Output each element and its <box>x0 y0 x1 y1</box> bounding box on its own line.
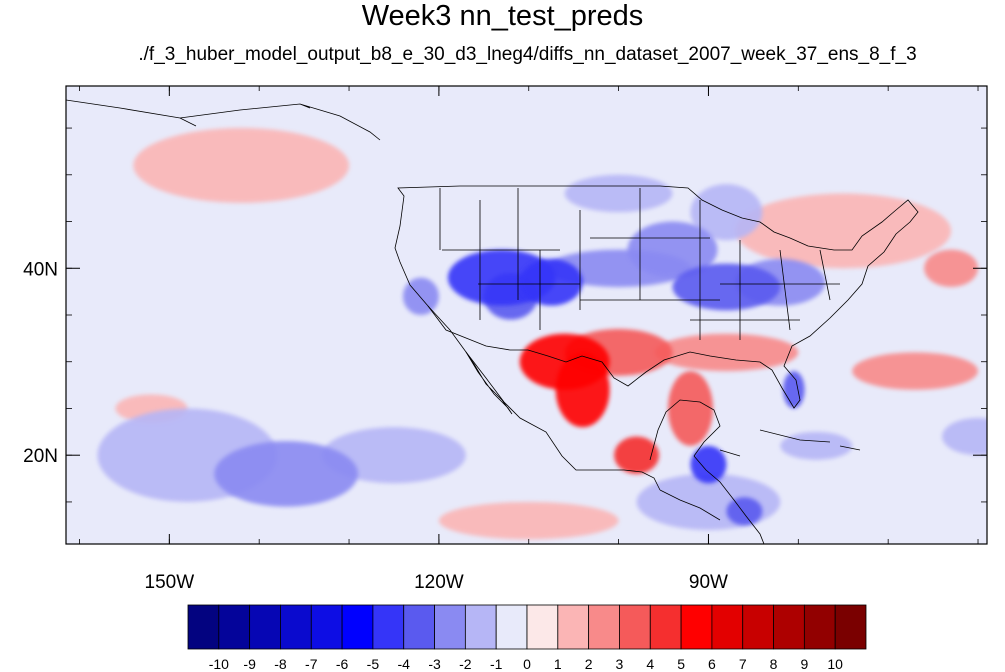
colorbar-label: 9 <box>800 656 808 672</box>
anomaly-region <box>438 501 619 540</box>
colorbar-swatch <box>588 604 620 650</box>
colorbar-swatch <box>773 604 805 650</box>
colorbar-swatch <box>649 604 682 650</box>
lon-tick-label: 150W <box>145 572 195 593</box>
colorbar-label: -10 <box>209 656 229 672</box>
lon-tick-label: 120W <box>414 572 464 593</box>
colorbar-swatch <box>187 604 220 650</box>
colorbar-label: -4 <box>398 656 411 672</box>
colorbar-label: 1 <box>554 656 562 672</box>
colorbar-label: 3 <box>616 656 624 672</box>
anomaly-region <box>654 333 799 372</box>
anomaly-region <box>614 436 660 474</box>
anomaly-field <box>97 128 987 540</box>
lat-tick-label: 40N <box>23 259 58 280</box>
alaska-coast <box>66 99 381 141</box>
colorbar-swatch <box>834 604 867 650</box>
anomaly-region <box>780 431 853 460</box>
anomaly-region <box>852 352 979 390</box>
anomaly-region <box>133 128 350 203</box>
colorbar-label: -8 <box>274 656 287 672</box>
anomaly-region <box>783 371 805 409</box>
anomaly-region <box>726 497 763 526</box>
anomaly-region <box>627 221 718 278</box>
colorbar-swatch <box>403 604 435 650</box>
colorbar-swatch <box>619 604 651 650</box>
plot-subtitle: ./f_3_huber_model_output_b8_e_30_d3_lneg… <box>138 44 917 65</box>
coastlines-and-borders <box>66 99 919 544</box>
colorbar-swatch <box>218 604 251 650</box>
colorbar-swatch <box>711 604 744 650</box>
anomaly-region <box>564 174 673 213</box>
colorbar-swatch <box>557 604 590 650</box>
colorbar-label: -5 <box>367 656 380 672</box>
colorbar-label: -2 <box>459 656 472 672</box>
central-america-coast <box>659 455 765 544</box>
anomaly-region <box>924 249 979 287</box>
plot-title: Week3 nn_test_preds <box>361 0 644 32</box>
anomaly-region <box>735 193 952 269</box>
colorbar-label: 10 <box>827 656 843 672</box>
colorbar-label: 2 <box>585 656 593 672</box>
colorbar-swatch <box>372 604 405 650</box>
colorbar-swatch <box>803 604 836 650</box>
state-borders-west <box>439 188 720 330</box>
colorbar-label: -3 <box>428 656 441 672</box>
colorbar-swatch <box>310 604 343 650</box>
colorbar-label: 4 <box>646 656 654 672</box>
anomaly-region <box>555 352 610 428</box>
colorbar-label: 6 <box>708 656 716 672</box>
colorbar-swatch <box>742 604 774 650</box>
colorbar-label: -9 <box>243 656 256 672</box>
colorbar-label: 7 <box>739 656 747 672</box>
state-borders-east <box>690 200 840 340</box>
conus-outline <box>394 185 919 409</box>
lat-tick-label: 20N <box>23 446 58 467</box>
map-axes: 150W 120W 90W 40N 20N <box>23 86 987 593</box>
anomaly-region <box>214 441 359 507</box>
colorbar-swatch <box>464 604 497 650</box>
anomaly-region <box>456 319 493 348</box>
anomaly-region <box>942 417 987 456</box>
colorbar-swatch <box>280 604 312 650</box>
colorbar-swatch <box>341 604 374 650</box>
baja-peninsula <box>465 351 513 415</box>
caribbean-islands <box>719 429 861 457</box>
colorbar-label: 8 <box>770 656 778 672</box>
colorbar-swatch <box>434 604 466 650</box>
anomaly-region <box>519 258 583 306</box>
anomaly-region <box>322 427 466 484</box>
anomaly-region <box>672 263 781 311</box>
colorbar: -10 -9 -8 -7 -6 -5 -4 -3 -2 -1 0 1 2 3 4 5 6 7 8 9 10 <box>187 604 867 672</box>
colorbar-swatch <box>249 604 281 650</box>
colorbar-label: -7 <box>305 656 318 672</box>
colorbar-label: -6 <box>336 656 349 672</box>
colorbar-label: 5 <box>677 656 685 672</box>
colorbar-swatch <box>495 604 528 650</box>
colorbar-swatch <box>526 604 559 650</box>
anomaly-region <box>690 445 727 484</box>
anomaly-region <box>402 277 439 315</box>
colorbar-label: -1 <box>490 656 503 672</box>
colorbar-label: 0 <box>523 656 531 672</box>
colorbar-swatch <box>680 604 713 650</box>
lon-tick-label: 90W <box>689 572 728 593</box>
anomaly-region <box>668 371 713 446</box>
